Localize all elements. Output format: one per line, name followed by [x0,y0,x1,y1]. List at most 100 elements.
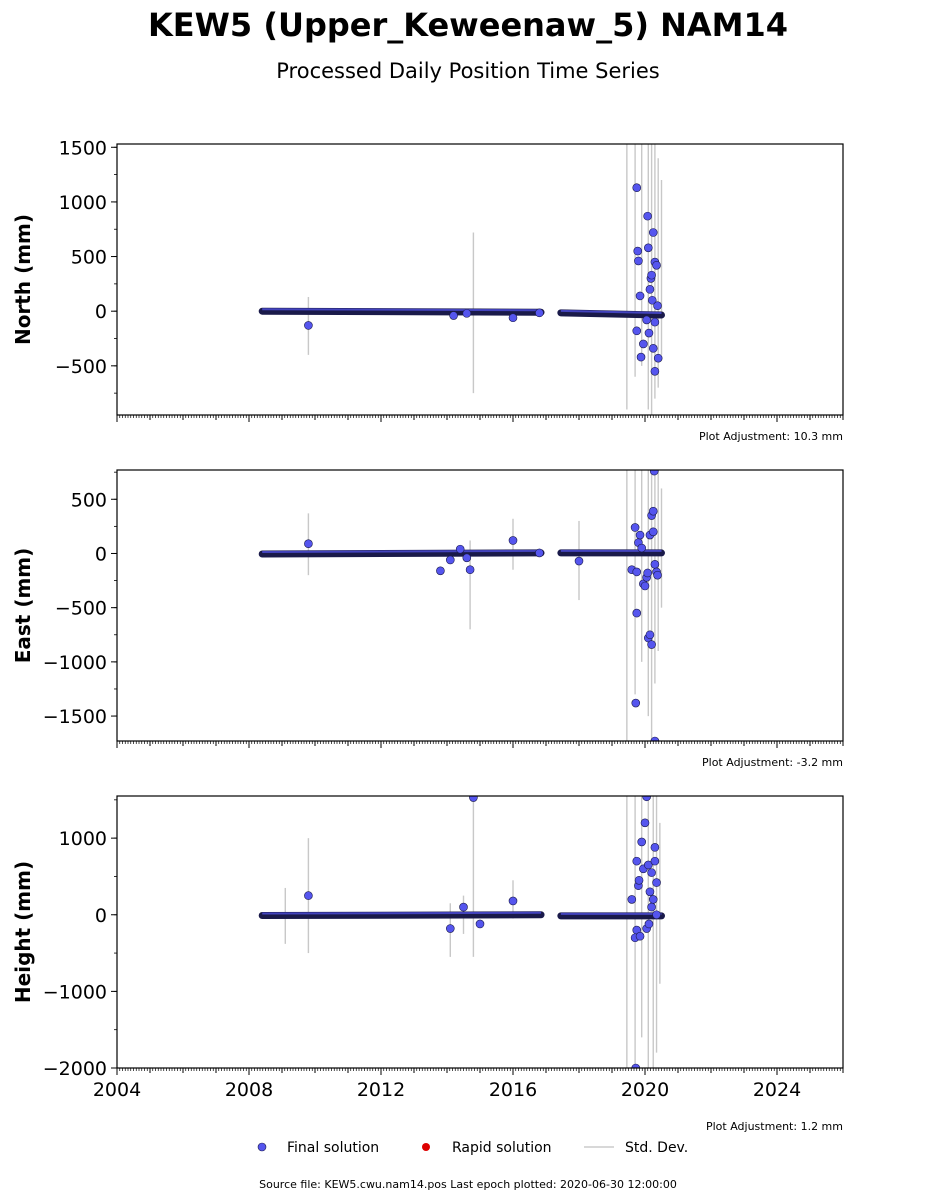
y-tick-label: 1000 [59,828,107,850]
final-solution-point [643,568,652,578]
y-tick-label: 0 [95,543,107,565]
final-solution-point [632,856,642,866]
plot-adjustment-note: Plot Adjustment: 10.3 mm [699,430,843,443]
final-solution-point [642,796,651,802]
final-solution-point [634,875,644,885]
final-solution-point [462,309,472,318]
daily-solution-band [557,309,665,319]
final-solution-point [650,736,660,741]
x-tick-label: 2020 [621,1079,669,1101]
final-solution-point [652,910,661,920]
final-solution-point [631,698,641,708]
final-solution-point [653,353,663,363]
final-solution-point [647,868,656,877]
final-solution-point [574,556,584,566]
final-solution-point [436,566,445,576]
final-solution-point [650,560,660,569]
final-solution-point [648,895,658,904]
final-solution-point [649,470,659,476]
final-solution-point [630,523,640,532]
final-solution-point [455,544,465,554]
final-solution-point [653,301,662,311]
north-panel: 1500 1000 500 0 −500 North (mm) Plot Adjustmen… [11,137,844,443]
legend-rapid-marker [422,1143,430,1151]
final-solution-point [508,896,518,906]
final-solution-point [304,321,313,330]
footer-source: Source file: KEW5.cwu.nam14.pos Last epo… [259,1178,677,1191]
final-solution-point [634,256,643,266]
final-solution-point [637,543,647,553]
legend-final-label: Final solution [287,1140,379,1156]
y-tick-label: −1000 [43,652,107,674]
x-tick-label: 2016 [489,1079,537,1101]
final-solution-point [304,891,313,900]
final-solution-point [642,315,651,325]
y-tick-label: 0 [95,301,107,323]
final-solution-point [635,291,645,301]
final-solution-point [648,506,658,516]
final-solution-point [635,931,645,941]
final-solution-point [644,328,654,338]
final-solution-point [304,539,313,549]
y-tick-label: −1500 [43,706,107,728]
final-solution-point [445,555,455,565]
daily-solution-band [258,911,545,920]
y-axis-label: East (mm) [11,548,35,664]
final-solution-point [508,536,518,545]
final-solution-point [535,548,544,558]
daily-solution-band-fill [262,911,542,915]
final-solution-point [636,352,646,362]
final-solution-point [647,295,657,305]
final-solution-point [648,344,658,353]
final-solution-point [631,1063,641,1068]
final-solution-point [535,308,544,318]
x-tick-label: 2012 [357,1079,405,1101]
final-solution-point [640,581,650,591]
final-solution-point [645,285,655,294]
final-solution-point [475,919,485,929]
final-solution-point [644,919,654,929]
y-tick-label: −500 [55,598,107,620]
final-solution-point [653,570,662,580]
final-solution-point [445,924,455,933]
final-solution-point [647,902,656,912]
final-solution-point [639,339,648,349]
plot-area [258,796,665,1068]
y-tick-label: −1000 [43,981,107,1003]
legend-stddev-label: Std. Dev. [625,1140,688,1156]
east-panel: 500 0 −500 −1000 −1500 East (mm) Plot Adjustme… [11,469,844,769]
final-solution-point [645,630,655,640]
final-solution-point [449,311,458,320]
final-solution-point [650,856,660,866]
x-tick-label: 2024 [753,1079,801,1101]
final-solution-point [650,317,660,327]
y-tick-label: 500 [71,247,107,269]
final-solution-point [643,211,652,221]
y-axis-label: Height (mm) [11,861,35,1003]
final-solution-point [637,837,647,847]
daily-solution-band-fill [262,549,542,554]
final-solution-point [647,640,656,649]
legend-final-marker [257,1142,267,1152]
y-tick-label: −2000 [43,1058,107,1080]
plot-area [258,144,665,415]
legend: Final solution Rapid solution Std. Dev. [257,1140,688,1156]
final-solution-point [459,902,468,912]
final-solution-point [462,553,472,563]
daily-solution-band-fill [560,309,662,315]
y-tick-label: 0 [95,905,107,927]
daily-solution-band [258,307,545,316]
final-solution-point [643,243,653,253]
daily-solution-band [258,549,545,558]
figure-title: KEW5 (Upper_Keweenaw_5) NAM14 [148,6,788,44]
final-solution-point [652,260,661,270]
final-solution-point [647,270,656,280]
final-solution-point [632,567,642,577]
final-solution-point [632,608,642,618]
final-solution-point [632,183,642,193]
y-tick-label: −500 [55,356,107,378]
final-solution-point [648,228,658,237]
final-solution-point [465,565,475,575]
